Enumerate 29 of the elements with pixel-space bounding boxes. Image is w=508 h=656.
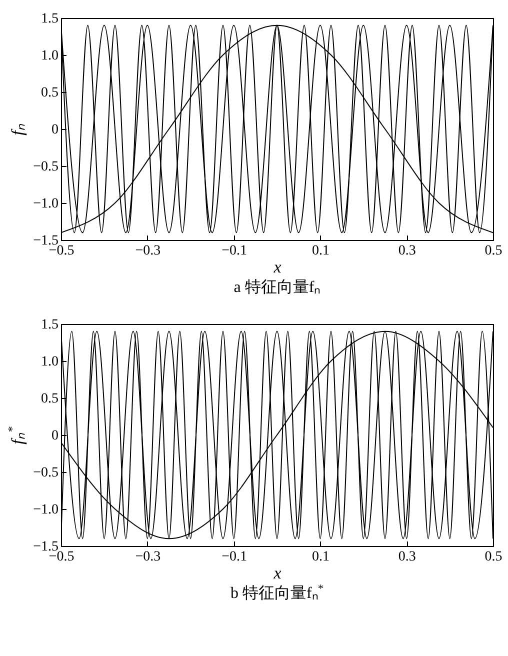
x-tick-label: −0.1: [222, 550, 248, 564]
y-tick-label: 1.5: [41, 12, 58, 26]
x-tick-label: 0.3: [398, 550, 416, 564]
y-tick-label: 0: [52, 428, 58, 444]
y-tick-label: −0.5: [33, 160, 58, 174]
x-tick-label: 0.5: [484, 244, 502, 258]
x-axis-title: x: [272, 564, 282, 582]
y-tick-label: 1.0: [41, 48, 58, 64]
y-tick-label: 1.0: [41, 354, 58, 370]
y-tick-label: 0.5: [41, 392, 58, 406]
x-tick-label: 0.3: [398, 244, 416, 258]
x-tick-label: 0.5: [484, 550, 502, 564]
y-tick-label: −1.5: [33, 234, 58, 248]
y-tick-label: −1.0: [33, 502, 58, 518]
y-tick-label: −0.5: [33, 466, 58, 480]
y-tick-label: 1.5: [41, 318, 58, 332]
x-axis-title: x: [272, 258, 282, 276]
x-tick-label: −0.1: [222, 244, 248, 258]
x-tick-label: −0.3: [135, 550, 161, 564]
y-axis-title: fₙ: [8, 124, 28, 136]
text: a 特征向量fₙ: [234, 278, 320, 296]
y-tick-label: 0.5: [41, 86, 58, 100]
text: b 特征向量fₙ$^{*}$: [230, 583, 324, 602]
x-tick-label: 0.1: [312, 550, 330, 564]
y-tick-label: 0: [52, 122, 58, 138]
x-tick-label: −0.3: [135, 244, 161, 258]
y-tick-label: −1.0: [33, 196, 58, 212]
y-tick-label: −1.5: [33, 540, 58, 554]
x-tick-label: 0.1: [312, 244, 330, 258]
